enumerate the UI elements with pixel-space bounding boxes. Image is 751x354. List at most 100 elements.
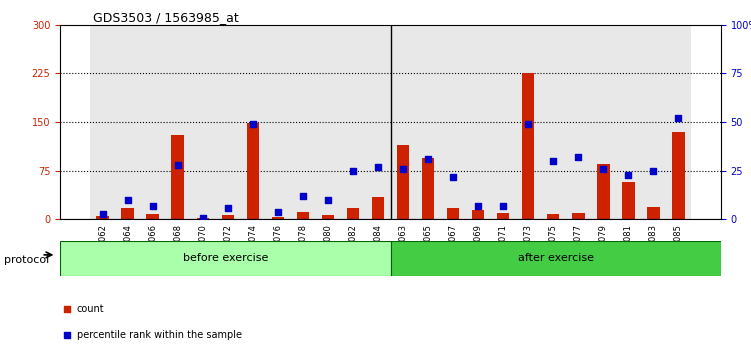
Bar [122,208,134,219]
Text: GDS3503 / 1563985_at: GDS3503 / 1563985_at [93,11,239,24]
Bar [222,215,234,219]
Text: percentile rank within the sample: percentile rank within the sample [77,330,242,340]
Bar [572,213,584,219]
Bar [165,25,190,219]
Point [647,168,659,173]
Bar [422,158,434,219]
Bar [216,25,240,219]
Point [61,307,73,312]
Bar [472,210,484,219]
Bar [547,214,559,219]
Point [97,211,109,216]
Bar [340,25,366,219]
Bar [472,210,484,219]
Point [497,203,509,209]
Bar [597,164,610,219]
Point [61,332,73,338]
Bar [497,213,509,219]
Bar [246,124,259,219]
Text: protocol: protocol [4,255,49,265]
Bar [597,164,610,219]
Bar [441,25,466,219]
Bar [96,216,109,219]
Bar [297,212,309,219]
Bar [566,25,591,219]
Point [597,166,609,172]
Point [272,209,284,215]
Text: before exercise: before exercise [182,253,268,263]
Bar [672,132,685,219]
Bar [516,25,541,219]
FancyBboxPatch shape [391,241,721,276]
Bar [171,135,184,219]
Bar [146,214,159,219]
Bar [321,215,334,219]
Point [522,121,534,127]
Bar [291,25,315,219]
Bar [140,25,165,219]
Bar [315,25,340,219]
Bar [522,73,535,219]
Bar [666,25,691,219]
Bar [397,145,409,219]
Bar [146,214,159,219]
Bar [115,25,140,219]
Bar [190,25,216,219]
Bar [391,25,415,219]
Bar [572,213,584,219]
Bar [672,132,685,219]
Bar [547,214,559,219]
Bar [647,206,659,219]
Point [447,174,459,179]
Bar [197,218,209,219]
Point [197,215,209,220]
Point [472,203,484,209]
Point [372,164,384,170]
Bar [297,212,309,219]
Bar [96,216,109,219]
Bar [372,197,385,219]
Bar [90,25,115,219]
Bar [372,197,385,219]
Point [422,156,434,162]
Bar [240,25,265,219]
Point [672,115,684,121]
Bar [422,158,434,219]
Bar [541,25,566,219]
Bar [497,213,509,219]
Point [122,197,134,203]
Bar [647,206,659,219]
Point [146,203,158,209]
Bar [466,25,490,219]
Bar [171,135,184,219]
Bar [622,182,635,219]
Bar [447,209,460,219]
Point [222,205,234,211]
Bar [415,25,441,219]
Bar [347,209,359,219]
Point [247,121,259,127]
Bar [246,124,259,219]
FancyBboxPatch shape [60,241,391,276]
Bar [641,25,666,219]
Bar [616,25,641,219]
Point [572,154,584,160]
Bar [490,25,516,219]
Point [172,162,184,168]
Bar [272,217,284,219]
Point [322,197,334,203]
Bar [222,215,234,219]
Bar [197,218,209,219]
Bar [522,73,535,219]
Point [397,166,409,172]
Bar [265,25,291,219]
Point [623,172,635,177]
Bar [591,25,616,219]
Bar [397,145,409,219]
Bar [447,209,460,219]
Text: after exercise: after exercise [517,253,594,263]
Point [297,193,309,199]
Text: count: count [77,304,104,314]
Bar [272,217,284,219]
Point [347,168,359,173]
